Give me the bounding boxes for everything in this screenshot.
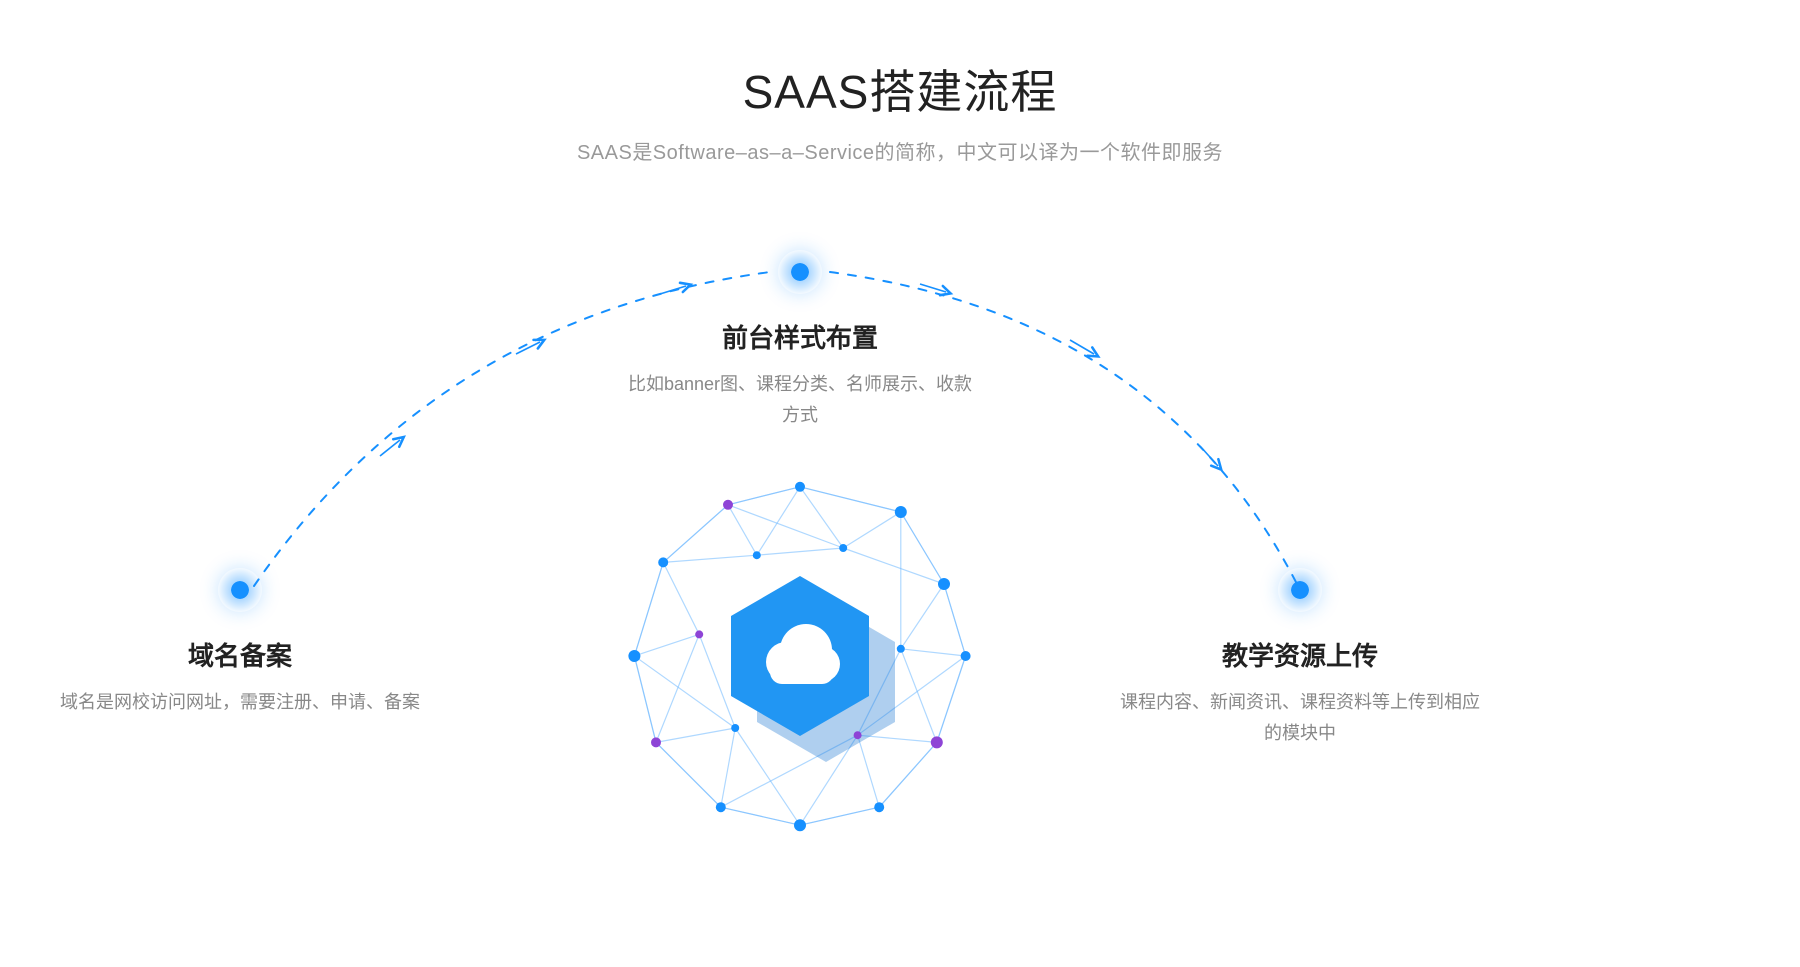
step-2-title: 前台样式布置 [620,318,980,355]
step-dot-icon [218,568,262,612]
page-title: SAAS搭建流程 [0,56,1800,122]
step-1-title: 域名备案 [60,636,420,673]
step-3-upload: 教学资源上传 课程内容、新闻资讯、课程资料等上传到相应的模块中 [1120,568,1480,748]
step-2-frontend: 前台样式布置 比如banner图、课程分类、名师展示、收款方式 [620,250,980,430]
step-2-desc: 比如banner图、课程分类、名师展示、收款方式 [620,369,980,430]
step-3-desc: 课程内容、新闻资讯、课程资料等上传到相应的模块中 [1120,687,1480,748]
step-dot-icon [1278,568,1322,612]
step-1-desc: 域名是网校访问网址，需要注册、申请、备案 [60,687,420,718]
step-3-title: 教学资源上传 [1120,636,1480,673]
network-polyhedron-icon [620,476,980,836]
step-1-domain: 域名备案 域名是网校访问网址，需要注册、申请、备案 [60,568,420,718]
step-dot-icon [778,250,822,294]
page-subtitle: SAAS是Software–as–a–Service的简称，中文可以译为一个软件… [0,136,1800,165]
